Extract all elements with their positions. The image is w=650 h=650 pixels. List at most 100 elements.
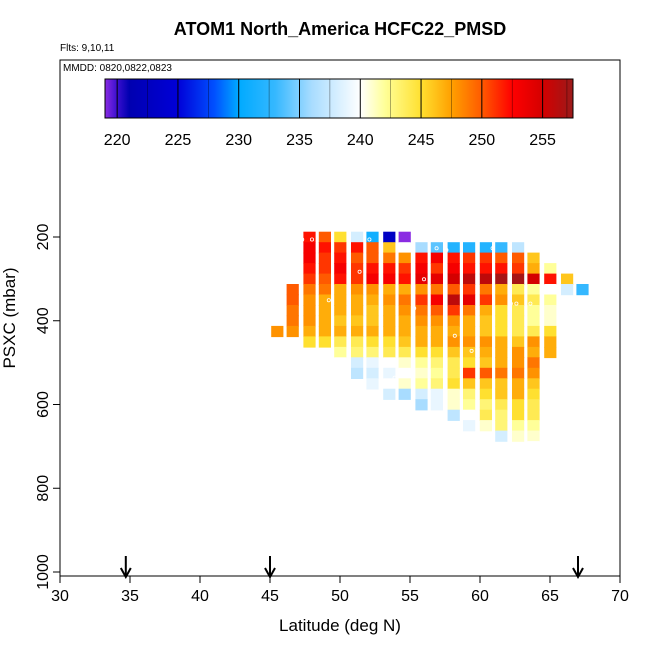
heatmap-cell [527,263,540,275]
dates-label: MMDD: 0820,0822,0823 [63,63,172,74]
heatmap-cell [318,284,331,296]
heatmap-cell [495,252,508,264]
colorbar-tick-label: 225 [165,132,192,149]
heatmap-cell [463,263,476,275]
heatmap-cell [398,346,411,359]
heatmap-cell [463,357,476,369]
heatmap-cell [527,441,540,453]
sample-marker [357,269,362,274]
heatmap-cell [334,231,347,243]
heatmap-cell [415,357,428,369]
sample-marker [434,246,439,251]
sample-marker [309,237,314,242]
heatmap-cell [495,284,508,296]
flight-arrow [264,556,276,580]
heatmap-cell [495,263,508,275]
heatmap-cell [544,346,557,359]
heatmap-cell [303,263,316,275]
y-tick-label: 400 [35,307,52,334]
heatmap-cell [271,325,284,338]
heatmap-cell [366,315,379,327]
sample-marker [469,348,474,353]
y-tick-label: 200 [35,224,52,251]
heatmap-cell [398,284,411,296]
heatmap-cell [366,305,379,317]
heatmap-cell [303,336,316,348]
heatmap-cell [286,284,299,296]
heatmap-cell [398,242,411,254]
sample-markers [277,237,569,450]
heatmap-cell [415,284,428,296]
heatmap-cell [447,284,460,296]
heatmap-cell [430,273,443,285]
heatmap-cell [383,294,396,306]
sample-marker [528,301,533,306]
heatmap-cell [415,325,428,338]
heatmap-cell [366,325,379,338]
heatmap-cell [415,367,428,379]
heatmap-cell [479,294,492,306]
heatmap-cell [527,378,540,390]
heatmap-cell [495,367,508,379]
heatmap-cell [495,430,508,442]
heatmap-cell [398,305,411,317]
heatmap-cell [463,284,476,296]
heatmap-cell [463,378,476,390]
heatmap-cell [430,315,443,327]
heatmap-cell [495,409,508,421]
heatmap-cell [383,305,396,317]
heatmap-cell [447,315,460,327]
heatmap-cell [415,294,428,306]
heatmap-cell [286,294,299,306]
heatmap-cell [415,263,428,275]
heatmap-cell [398,367,411,379]
heatmap-cell [398,263,411,275]
sample-marker [412,306,417,311]
sample-marker [300,237,305,242]
heatmap-cell [479,252,492,264]
heatmap-cell [366,284,379,296]
heatmap-cell [544,305,557,317]
heatmap-cell [398,273,411,285]
heatmap-cell [366,378,379,390]
heatmap-cell [512,305,525,317]
heatmap-cell [286,305,299,317]
heatmap-cell [398,294,411,306]
heatmap-cell [527,346,540,359]
heatmap-cell [430,305,443,317]
heatmap-cell [351,263,364,275]
heatmap-cell [398,231,411,243]
heatmap-cell [430,357,443,369]
heatmap-cell [512,242,525,254]
heatmap-cell [463,420,476,432]
heatmap-cell [366,294,379,306]
heatmap-cell [527,325,540,338]
heatmap-cell [463,294,476,306]
heatmap-cell [512,388,525,400]
heatmap-cell [366,346,379,359]
heatmap-cell [351,252,364,264]
heatmap-cell [527,252,540,264]
heatmap-cell [512,263,525,275]
x-tick-label: 70 [611,588,629,605]
heatmap-cell [430,336,443,348]
heatmap-cell [463,399,476,411]
heatmap-cell [447,263,460,275]
heatmap-cell [351,284,364,296]
heatmap-cell [430,378,443,390]
heatmap-cell [334,252,347,264]
flight-arrows [119,556,584,580]
heatmap-cell [398,315,411,327]
heatmap-cell [495,305,508,317]
heatmap-cell [527,430,540,442]
heatmap-cell [398,388,411,400]
heatmap-cell [415,378,428,390]
heatmap-cell [527,284,540,296]
heatmap-cell [303,325,316,338]
sample-marker [444,247,449,252]
sample-marker [277,375,282,380]
heatmap-cell [351,273,364,285]
heatmap-cell [415,252,428,264]
heatmap-cell [544,263,557,275]
